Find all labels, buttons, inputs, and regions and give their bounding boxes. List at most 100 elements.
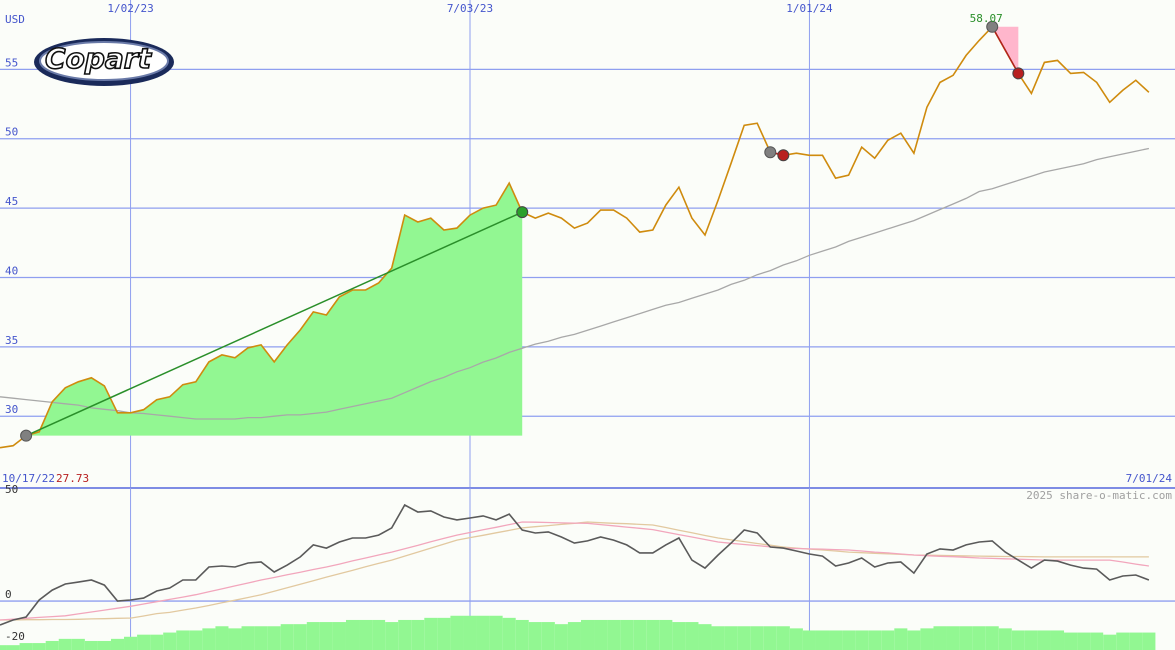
x-tick-label: 1/01/24	[786, 2, 833, 15]
volume-bar	[45, 640, 59, 650]
series-line	[0, 147, 1150, 420]
volume-bar	[450, 615, 464, 650]
series-line	[0, 25, 1150, 449]
volume-bar	[489, 615, 503, 650]
volume-bar	[1050, 630, 1065, 650]
volume-bar	[829, 630, 843, 650]
volume-bar	[998, 628, 1012, 650]
volume-bar	[385, 622, 399, 650]
volume-bar	[254, 626, 268, 650]
volume-bar	[19, 643, 33, 650]
logo-inner	[39, 41, 169, 81]
volume-bar	[176, 630, 190, 650]
logo: Copart	[34, 38, 174, 86]
volume-bar	[711, 626, 725, 650]
volume-bar	[920, 628, 934, 650]
volume-bar	[737, 626, 751, 650]
volume-bar	[202, 628, 216, 650]
volume-bar	[894, 628, 908, 650]
volume-bar	[71, 638, 85, 650]
volume-bar	[319, 622, 333, 650]
volume-bar	[528, 622, 542, 650]
logo-text: Copart	[45, 42, 153, 75]
y-tick-label: 40	[5, 264, 18, 277]
volume-bar	[6, 645, 20, 650]
volume-bar	[32, 643, 46, 650]
volume-bar	[724, 626, 738, 650]
y-tick-label: 30	[5, 403, 18, 416]
volume-bar	[332, 622, 346, 650]
volume-bar	[698, 624, 712, 650]
y-tick-label: 35	[5, 334, 18, 347]
volume-bar	[84, 640, 98, 650]
start-value-label: 27.73	[56, 472, 89, 485]
volume-bar	[1116, 632, 1130, 650]
trade-gain-area	[26, 183, 523, 436]
y-axis-label: USD	[5, 13, 25, 26]
volume-bar	[685, 622, 699, 650]
volume-bar	[424, 617, 438, 650]
volume-bar	[463, 615, 477, 650]
volume-bar	[515, 619, 529, 650]
volume-bar	[0, 645, 7, 650]
volume-bar	[842, 630, 856, 650]
line-layer	[0, 25, 1150, 626]
start-date-label: 10/17/22	[2, 472, 55, 485]
volume-bar	[58, 638, 72, 650]
y-tick-label: 50	[5, 126, 18, 139]
fill-layer	[0, 26, 1156, 650]
volume-bar	[345, 619, 360, 650]
x-tick-label: 1/02/23	[107, 2, 153, 15]
volume-bar	[150, 634, 164, 650]
exit-marker	[516, 206, 529, 219]
volume-bar	[802, 630, 816, 650]
series-line	[0, 521, 1149, 621]
volume-bar	[293, 624, 307, 650]
volume-bar	[972, 626, 986, 650]
volume-bar	[1129, 632, 1143, 650]
volume-bar	[907, 630, 921, 650]
volume-bar	[359, 619, 373, 650]
volume-bar	[750, 626, 764, 650]
volume-bar	[763, 626, 777, 650]
volume-bar	[280, 624, 294, 650]
volume-bar	[267, 626, 281, 650]
end-date-label: 7/01/24	[1126, 472, 1173, 485]
entry-marker	[986, 20, 999, 33]
volume-bar	[881, 630, 895, 650]
y-tick-label: 0	[5, 588, 12, 601]
x-tick-label: 7/03/23	[447, 2, 493, 15]
y-tick-label: 55	[5, 56, 18, 69]
volume-bar	[398, 619, 412, 650]
volume-bar	[855, 630, 869, 650]
volume-bar	[1011, 630, 1025, 650]
volume-bar	[1142, 632, 1156, 650]
volume-bar	[1077, 632, 1091, 650]
volume-bar	[97, 640, 111, 650]
volume-bar	[567, 622, 581, 650]
volume-bar	[372, 619, 386, 650]
volume-bar	[215, 626, 229, 650]
volume-bar	[594, 619, 608, 650]
exit-marker	[777, 149, 790, 162]
exit-marker	[1012, 67, 1025, 80]
marker-layer	[20, 20, 1025, 442]
volume-bar	[1090, 632, 1104, 650]
volume-bar	[1037, 630, 1051, 650]
volume-bar	[633, 619, 647, 650]
volume-bar	[776, 626, 790, 650]
volume-bar	[306, 622, 320, 650]
volume-bar	[411, 619, 425, 650]
volume-bar	[189, 630, 203, 650]
volume-bar	[110, 638, 125, 650]
volume-bar	[437, 617, 451, 650]
y-tick-label: -20	[5, 630, 25, 643]
volume-bar	[541, 622, 555, 650]
y-tick-label: 50	[5, 483, 18, 496]
series-line	[0, 503, 1150, 626]
footer: 2025 share-o-matic.com	[1026, 489, 1172, 502]
